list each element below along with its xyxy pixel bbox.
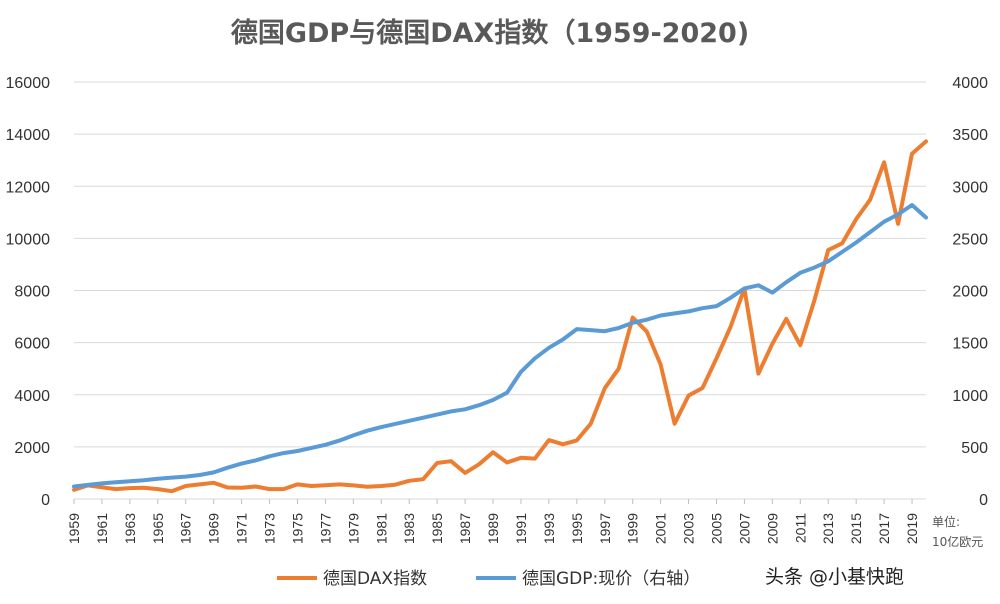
watermark: 头条 @小基快跑 — [765, 566, 904, 588]
right-tick-label: 3500 — [952, 127, 988, 144]
right-tick-label: 4000 — [952, 75, 988, 92]
watermark-text: 头条 @小基快跑 — [765, 566, 904, 588]
x-tick-label: 1969 — [206, 513, 222, 544]
x-tick-label: 1973 — [262, 513, 278, 544]
x-tick-label: 1979 — [345, 513, 361, 544]
right-tick-label: 1000 — [952, 388, 988, 405]
left-tick-label: 6000 — [14, 336, 50, 353]
x-tick-label: 1959 — [66, 513, 82, 544]
left-tick-label: 16000 — [6, 75, 51, 92]
left-tick-label: 8000 — [14, 284, 50, 301]
x-tick-label: 1987 — [457, 513, 473, 544]
right-tick-label: 500 — [961, 440, 988, 457]
x-tick-label: 2013 — [820, 513, 836, 544]
x-tick-label: 1967 — [178, 513, 194, 544]
right-tick-label: 2500 — [952, 231, 988, 248]
series-line-dax — [72, 139, 928, 494]
right-axis-ticks: 0 500 1000 1500 2000 2500 3000 3500 4000 — [952, 75, 988, 509]
chart-title: 德国GDP与德国DAX指数（1959-2020) — [231, 18, 749, 49]
left-tick-label: 12000 — [6, 179, 51, 196]
series-line-gdp — [72, 203, 928, 489]
right-tick-label: 0 — [979, 492, 988, 509]
series-layer — [72, 139, 928, 494]
left-axis-ticks: 0 2000 4000 6000 8000 10000 12000 14000 16000 — [6, 75, 51, 509]
x-tick-label: 2005 — [708, 513, 724, 544]
legend-label-gdp: 德国GDP:现价（右轴） — [522, 569, 700, 589]
left-tick-label: 2000 — [14, 440, 50, 457]
x-tick-label: 1983 — [401, 513, 417, 544]
gridlines — [74, 81, 926, 448]
legend: 德国DAX指数 德国GDP:现价（右轴） — [277, 569, 700, 589]
left-tick-label: 4000 — [14, 388, 50, 405]
x-tick-label: 2011 — [792, 513, 808, 543]
right-tick-label: 3000 — [952, 179, 988, 196]
left-tick-label: 0 — [41, 492, 50, 509]
x-tick-label: 2019 — [904, 513, 920, 544]
x-tick-label: 2017 — [876, 513, 892, 544]
x-tick-label: 2003 — [681, 513, 697, 544]
legend-label-dax: 德国DAX指数 — [323, 569, 427, 589]
x-tick-label: 1997 — [597, 513, 613, 544]
x-tick-label: 2007 — [736, 513, 752, 544]
left-tick-label: 14000 — [6, 127, 51, 144]
x-tick-label: 2015 — [848, 513, 864, 544]
right-tick-label: 1500 — [952, 336, 988, 353]
x-tick-label: 1975 — [289, 513, 305, 544]
x-tick-label: 1991 — [513, 513, 529, 544]
x-tick-label: 1989 — [485, 513, 501, 544]
x-tick-label: 1965 — [150, 513, 166, 544]
x-tick-label: 2001 — [653, 513, 669, 544]
x-tick-label: 1993 — [541, 513, 557, 544]
x-tick-label: 1963 — [122, 513, 138, 544]
x-axis-ticks: 1959 1961 1963 1965 1967 1969 1971 1973 1975 1977… — [66, 499, 920, 544]
right-axis-unit-line2: 10亿欧元 — [932, 534, 983, 549]
x-tick-label: 2009 — [764, 513, 780, 544]
x-tick-label: 1971 — [234, 513, 250, 544]
left-tick-label: 10000 — [6, 231, 51, 248]
right-axis-unit-line1: 单位: — [932, 514, 960, 529]
x-tick-label: 1995 — [569, 513, 585, 544]
x-tick-label: 1985 — [429, 513, 445, 544]
x-tick-label: 1977 — [317, 513, 333, 544]
x-tick-label: 1961 — [94, 513, 110, 544]
x-tick-label: 1981 — [373, 513, 389, 544]
right-tick-label: 2000 — [952, 284, 988, 301]
x-tick-label: 1999 — [625, 513, 641, 544]
